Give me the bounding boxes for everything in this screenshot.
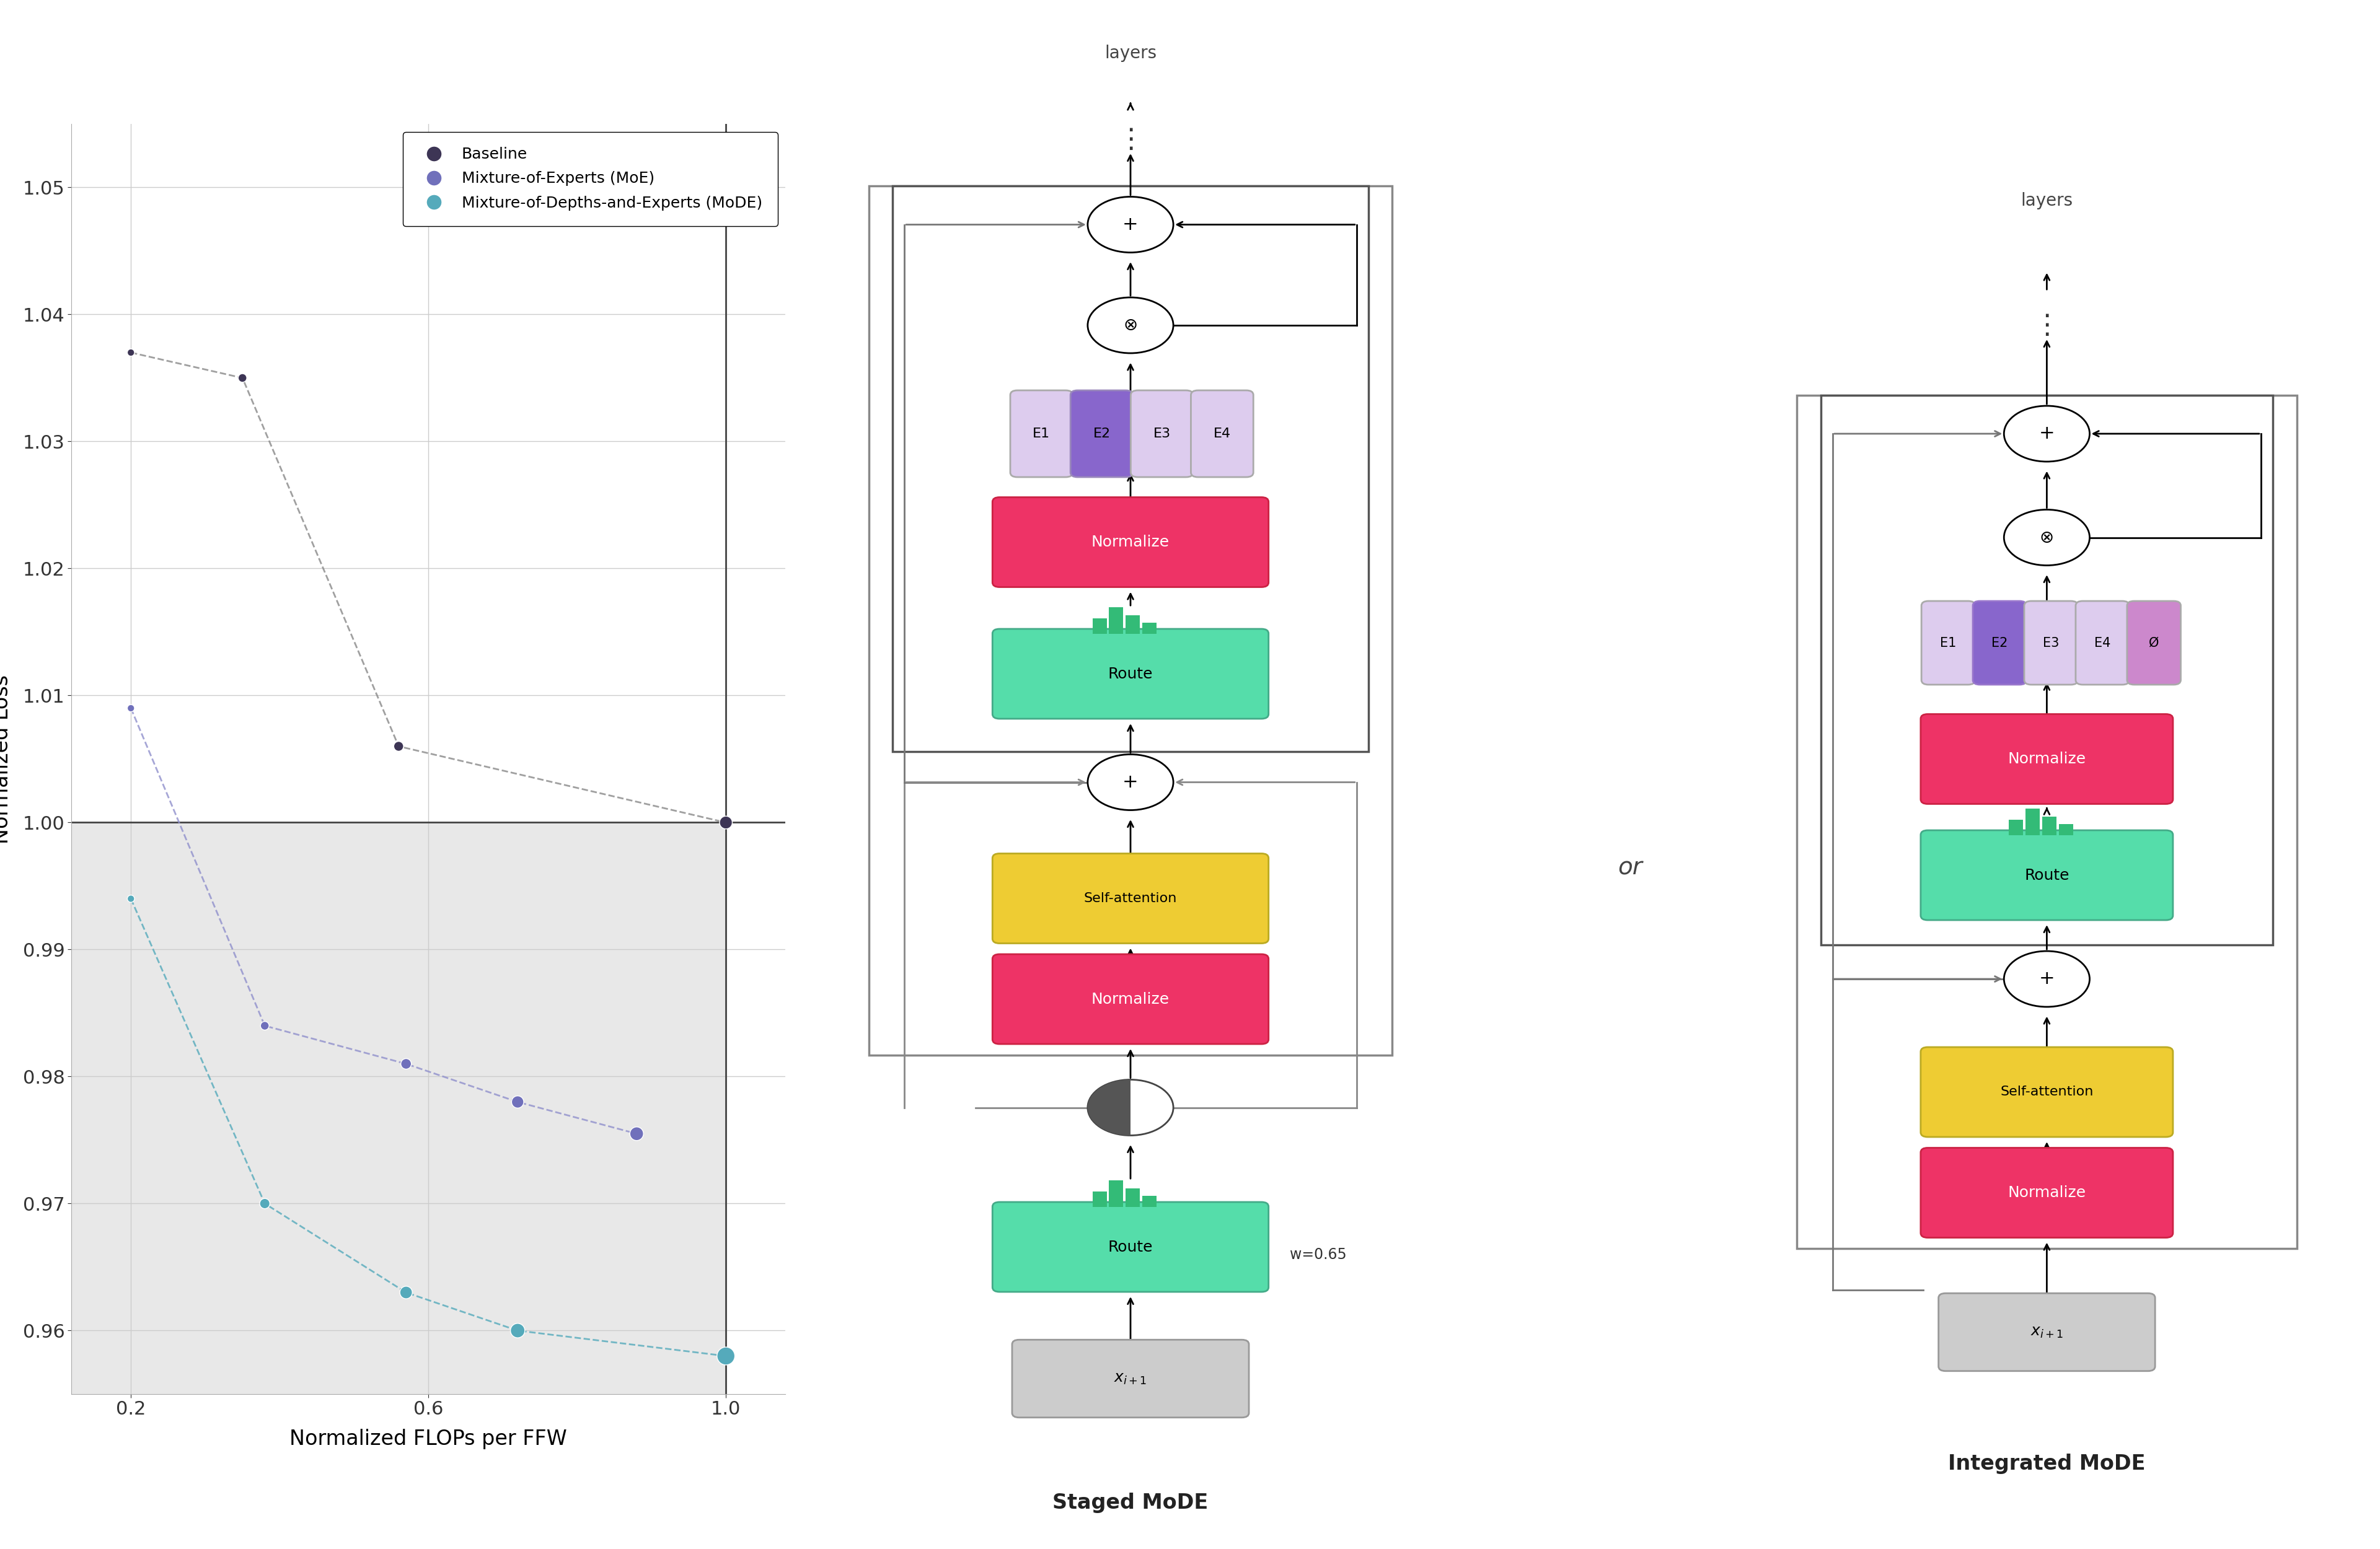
- Text: Normalize: Normalize: [1092, 534, 1169, 550]
- Text: E3: E3: [1154, 428, 1171, 440]
- Point: [497, 1318, 536, 1343]
- Text: or: or: [1618, 855, 1642, 880]
- Text: +: +: [1123, 215, 1138, 234]
- Y-axis label: Normalized Loss: Normalized Loss: [0, 674, 12, 844]
- Point: [224, 366, 262, 390]
- Text: ⊗: ⊗: [2040, 528, 2054, 547]
- Point: [378, 734, 416, 759]
- Legend: Baseline, Mixture-of-Experts (MoE), Mixture-of-Depths-and-Experts (MoDE): Baseline, Mixture-of-Experts (MoE), Mixt…: [402, 132, 778, 226]
- Point: [112, 341, 150, 366]
- Text: +: +: [2040, 970, 2054, 988]
- Text: Integrated MoDE: Integrated MoDE: [1949, 1453, 2144, 1475]
- Text: Staged MoDE: Staged MoDE: [1052, 1492, 1209, 1513]
- Text: w=0.65: w=0.65: [1290, 1247, 1347, 1262]
- Text: +: +: [1123, 773, 1138, 792]
- Point: [388, 1279, 426, 1304]
- Point: [616, 1121, 654, 1146]
- Text: $x_{i+1}$: $x_{i+1}$: [1114, 1371, 1147, 1386]
- Text: Route: Route: [1109, 666, 1152, 682]
- Text: Normalize: Normalize: [2009, 1185, 2085, 1200]
- Text: +: +: [2040, 424, 2054, 443]
- Point: [112, 696, 150, 720]
- Text: layers: layers: [1104, 45, 1157, 62]
- Point: [707, 810, 745, 835]
- Text: Route: Route: [2025, 867, 2068, 883]
- Point: [245, 1013, 283, 1038]
- Point: [707, 1343, 745, 1368]
- Text: E2: E2: [1092, 428, 1111, 440]
- Text: ⋮: ⋮: [1116, 125, 1145, 153]
- X-axis label: Normalized FLOPs per FFW: Normalized FLOPs per FFW: [290, 1428, 566, 1450]
- Text: E2: E2: [1992, 637, 2009, 649]
- Text: E4: E4: [2094, 637, 2111, 649]
- Text: ⋮: ⋮: [2033, 311, 2061, 339]
- Text: Ø: Ø: [2149, 637, 2159, 649]
- Text: Self-attention: Self-attention: [1083, 892, 1178, 905]
- Text: $x_{i+1}$: $x_{i+1}$: [2030, 1324, 2063, 1340]
- Point: [245, 1191, 283, 1216]
- Text: Self-attention: Self-attention: [1999, 1086, 2094, 1098]
- Text: Route: Route: [1109, 1239, 1152, 1255]
- Point: [497, 1089, 536, 1114]
- Text: layers: layers: [2021, 192, 2073, 209]
- Text: E4: E4: [1214, 428, 1230, 440]
- Text: E1: E1: [1033, 428, 1050, 440]
- Text: E3: E3: [2042, 637, 2059, 649]
- Text: Normalize: Normalize: [1092, 991, 1169, 1007]
- Text: ⊗: ⊗: [1123, 316, 1138, 335]
- Text: Normalize: Normalize: [2009, 751, 2085, 767]
- Point: [388, 1052, 426, 1077]
- Text: E1: E1: [1940, 637, 1956, 649]
- Point: [112, 886, 150, 911]
